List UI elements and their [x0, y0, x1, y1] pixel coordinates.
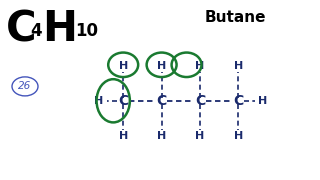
- Text: H: H: [234, 61, 243, 71]
- Text: C: C: [118, 94, 128, 108]
- Text: H: H: [157, 131, 166, 141]
- Text: C: C: [6, 8, 36, 50]
- Text: H: H: [119, 61, 128, 71]
- Text: H: H: [94, 96, 103, 106]
- Text: C: C: [233, 94, 244, 108]
- Text: H: H: [119, 131, 128, 141]
- Text: H: H: [157, 61, 166, 71]
- Text: H: H: [259, 96, 268, 106]
- Text: H: H: [196, 61, 204, 71]
- Text: C: C: [195, 94, 205, 108]
- Text: Butane: Butane: [204, 10, 266, 25]
- Text: C: C: [156, 94, 167, 108]
- Text: 26: 26: [18, 81, 32, 91]
- Text: 10: 10: [75, 22, 98, 40]
- Text: H: H: [42, 8, 77, 50]
- Text: 4: 4: [30, 22, 42, 40]
- Text: H: H: [196, 131, 204, 141]
- Text: H: H: [234, 131, 243, 141]
